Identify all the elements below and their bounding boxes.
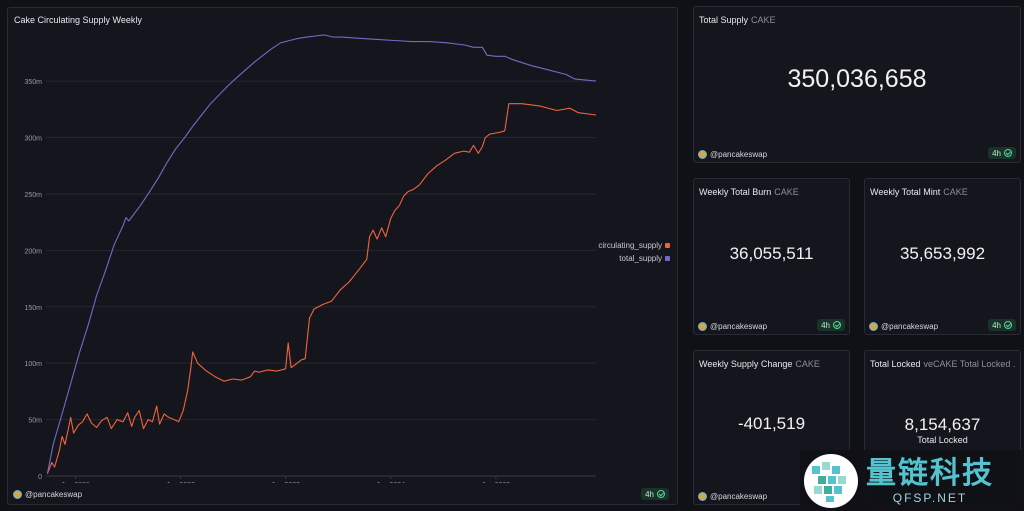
card-title: Weekly Total Burn CAKE — [699, 187, 799, 197]
card-title: Total Supply CAKE — [699, 15, 776, 25]
card-title-label: Weekly Total Burn — [699, 187, 772, 197]
y-tick-label: 100m — [24, 361, 42, 368]
card-title: Total Locked veCAKE Total Locked ... — [870, 359, 1015, 369]
card-title: Weekly Total Mint CAKE — [870, 187, 968, 197]
total-supply-value: 350,036,658 — [787, 65, 927, 93]
weekly-mint-value: 35,653,992 — [899, 244, 986, 263]
freshness-label: 4h — [821, 320, 830, 330]
card-title-label: Total Locked — [870, 359, 921, 369]
legend-total[interactable]: total_supply — [619, 254, 670, 263]
card-unit: veCAKE Total Locked ... — [923, 359, 1015, 369]
weekly-burn-value: 36,055,511 — [729, 244, 814, 263]
pancakeswap-avatar-icon — [869, 322, 878, 331]
freshness-label: 4h — [992, 148, 1001, 158]
watermark: 量链科技 QFSP.NET — [800, 450, 1024, 511]
source-label: @pancakeswap — [25, 490, 83, 499]
watermark-chinese: 量链科技 — [866, 455, 994, 491]
y-tick-label: 350m — [24, 79, 42, 86]
y-tick-label: 200m — [24, 248, 42, 255]
card-unit: CAKE — [795, 359, 820, 369]
card-unit: CAKE — [774, 187, 799, 197]
legend-circulating[interactable]: circulating_supply — [598, 241, 670, 250]
weekly-mint-card: Weekly Total Mint CAKE 35,653,992 @pancak… — [864, 178, 1021, 335]
source-link[interactable]: @pancakeswap — [698, 150, 767, 159]
watermark-latin: QFSP.NET — [892, 490, 968, 505]
pancakeswap-avatar-icon — [13, 490, 22, 499]
pancakeswap-avatar-icon — [698, 492, 707, 501]
x-tick-label: Jan 2022 — [166, 482, 195, 483]
weekly-burn-card: Weekly Total Burn CAKE 36,055,511 @pancak… — [693, 178, 850, 335]
supply-change-value: -401,519 — [737, 414, 806, 433]
card-unit: CAKE — [943, 187, 968, 197]
source-link[interactable]: @pancakeswap — [698, 492, 767, 501]
legend-total-swatch — [665, 256, 670, 261]
card-title-label: Weekly Supply Change — [699, 359, 793, 369]
x-tick-label: Jan 2023 — [271, 482, 300, 483]
card-title-label: Weekly Total Mint — [870, 187, 941, 197]
supply-chart: 0 50m 100m 150m 200m 250m 300m 350m Jan 2021 Jan… — [24, 34, 597, 483]
source-label: @pancakeswap — [710, 322, 768, 331]
check-circle-icon — [833, 321, 841, 329]
y-tick-label: 50m — [28, 418, 42, 425]
watermark-text: 量链科技 QFSP.NET — [866, 455, 994, 505]
series-line-circulating-supply[interactable] — [46, 103, 597, 474]
freshness-badge[interactable]: 4h — [988, 147, 1016, 159]
freshness-badge[interactable]: 4h — [817, 319, 845, 331]
freshness-label: 4h — [992, 320, 1001, 330]
total-supply-card: Total Supply CAKE 350,036,658 @pancakeswa… — [693, 6, 1021, 163]
total-locked-caption: Total Locked — [917, 435, 968, 445]
x-tick-label: Jan 2021 — [61, 482, 90, 483]
chart-panel: Cake Circulating Supply Weekly 0 50m 100m 1… — [7, 7, 678, 505]
legend-total-label: total_supply — [619, 254, 662, 263]
source-link[interactable]: @pancakeswap — [13, 490, 82, 499]
pancakeswap-avatar-icon — [698, 322, 707, 331]
y-tick-label: 250m — [24, 192, 42, 199]
legend-circulating-label: circulating_supply — [598, 241, 662, 250]
freshness-badge[interactable]: 4h — [988, 319, 1016, 331]
check-circle-icon — [1004, 321, 1012, 329]
source-label: @pancakeswap — [881, 322, 939, 331]
series-line-total-supply[interactable] — [46, 34, 597, 474]
x-tick-label: Jan 2024 — [376, 482, 405, 483]
card-title: Weekly Supply Change CAKE — [699, 359, 820, 369]
check-circle-icon — [1004, 149, 1012, 157]
freshness-label: 4h — [645, 489, 654, 499]
source-label: @pancakeswap — [710, 150, 768, 159]
y-tick-label: 300m — [24, 136, 42, 143]
y-tick-label: 0 — [38, 474, 42, 481]
x-tick-label: Jan 2025 — [481, 482, 510, 483]
card-unit: CAKE — [751, 15, 776, 25]
watermark-logo-icon — [804, 453, 858, 508]
pancakeswap-avatar-icon — [698, 150, 707, 159]
source-link[interactable]: @pancakeswap — [698, 322, 767, 331]
card-title-label: Total Supply — [699, 15, 749, 25]
source-label: @pancakeswap — [710, 492, 768, 501]
check-circle-icon — [657, 490, 665, 498]
source-link[interactable]: @pancakeswap — [869, 322, 938, 331]
total-locked-value: 8,154,637 — [904, 415, 981, 434]
freshness-badge[interactable]: 4h — [641, 488, 669, 500]
legend-circulating-swatch — [665, 243, 670, 248]
chart-title: Cake Circulating Supply Weekly — [14, 15, 142, 25]
y-tick-label: 150m — [24, 305, 42, 312]
